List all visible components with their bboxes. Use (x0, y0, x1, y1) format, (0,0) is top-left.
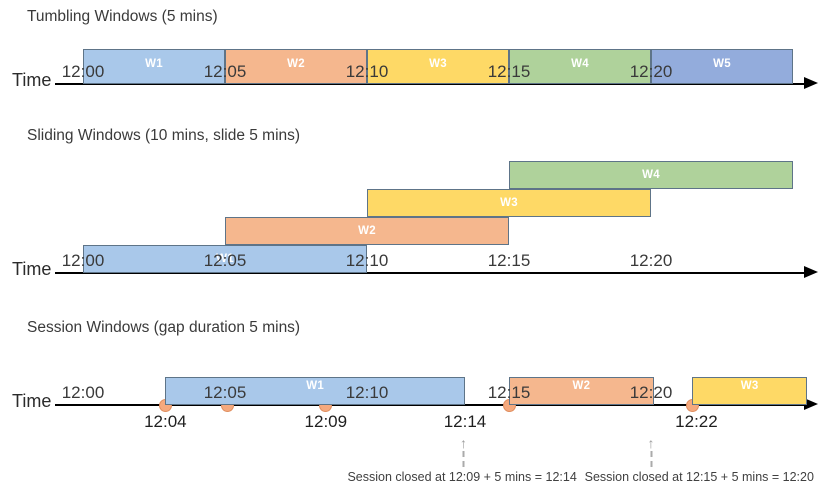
tick-label: 12:00 (61, 62, 105, 81)
tick-label: 12:10 (345, 383, 389, 402)
window-label: W2 (572, 380, 591, 392)
event-time-label: 12:22 (675, 412, 718, 431)
window-label: W3 (500, 197, 518, 209)
session-close-caption: Session closed at 12:15 + 5 mins = 12:20 (584, 470, 814, 484)
tick-label: 12:00 (61, 251, 105, 270)
tick-label: 12:10 (345, 62, 389, 81)
timeline-arrowhead-icon (804, 398, 818, 410)
timeline-arrowhead-icon (804, 77, 818, 89)
window-label: W4 (642, 169, 660, 181)
window-bar-w4: W4 (509, 49, 651, 84)
timeline (55, 83, 806, 85)
tick-label: 12:15 (487, 383, 531, 402)
dashed-line (462, 451, 465, 467)
window-label: W5 (713, 57, 731, 70)
section-title-sliding: Sliding Windows (10 mins, slide 5 mins) (27, 127, 301, 144)
window-bar-w5: W5 (651, 49, 793, 84)
section-title-session: Session Windows (gap duration 5 mins) (27, 319, 301, 336)
session-close-arrow: ↑ (460, 435, 468, 467)
tick-label: 12:15 (487, 251, 531, 270)
tick-label: 12:00 (61, 383, 105, 402)
window-label: W4 (571, 57, 589, 70)
window-label: W3 (740, 380, 759, 392)
tick-label: 12:05 (203, 251, 247, 270)
window-label: W2 (287, 57, 305, 70)
window-bar-w1: W1 (83, 245, 367, 273)
window-label: W3 (429, 57, 447, 70)
dashed-line (650, 451, 652, 467)
window-bar-w2: W2 (225, 217, 509, 245)
event-time-label: 12:09 (304, 412, 348, 431)
window-label: W1 (216, 253, 234, 265)
window-bar-w3: W3 (692, 377, 808, 405)
window-bar-w1: W1 (83, 49, 225, 84)
up-arrow-icon: ↑ (460, 435, 468, 451)
timeline (55, 272, 806, 274)
session-close-caption: Session closed at 12:09 + 5 mins = 12:14 (347, 470, 577, 484)
section-title-tumbling: Tumbling Windows (5 mins) (27, 8, 218, 25)
window-label: W2 (358, 225, 376, 237)
window-label: W1 (306, 380, 325, 392)
event-time-label: 12:14 (443, 412, 487, 431)
tick-label: 12:10 (345, 251, 389, 270)
window-bar-w2: W2 (225, 49, 367, 84)
tick-label: 12:05 (203, 383, 247, 402)
window-bar-w3: W3 (367, 49, 509, 84)
tick-label: 12:20 (629, 383, 673, 402)
time-axis-label: Time (12, 391, 52, 411)
window-bar-w3: W3 (367, 189, 651, 217)
tick-label: 12:20 (629, 62, 673, 81)
timeline (55, 404, 806, 406)
tick-label: 12:20 (629, 251, 673, 270)
tick-label: 12:05 (203, 62, 247, 81)
tick-label: 12:15 (487, 62, 531, 81)
window-label: W1 (145, 57, 163, 70)
time-axis-label: Time (12, 259, 52, 279)
window-bar-w1: W1 (165, 377, 465, 405)
window-bar-w4: W4 (509, 161, 793, 189)
timeline-arrowhead-icon (804, 266, 818, 278)
window-bar-w2: W2 (509, 377, 654, 405)
up-arrow-icon: ↑ (647, 435, 655, 451)
event-time-label: 12:04 (144, 412, 187, 431)
time-axis-label: Time (12, 70, 52, 90)
session-close-arrow: ↑ (647, 435, 655, 467)
